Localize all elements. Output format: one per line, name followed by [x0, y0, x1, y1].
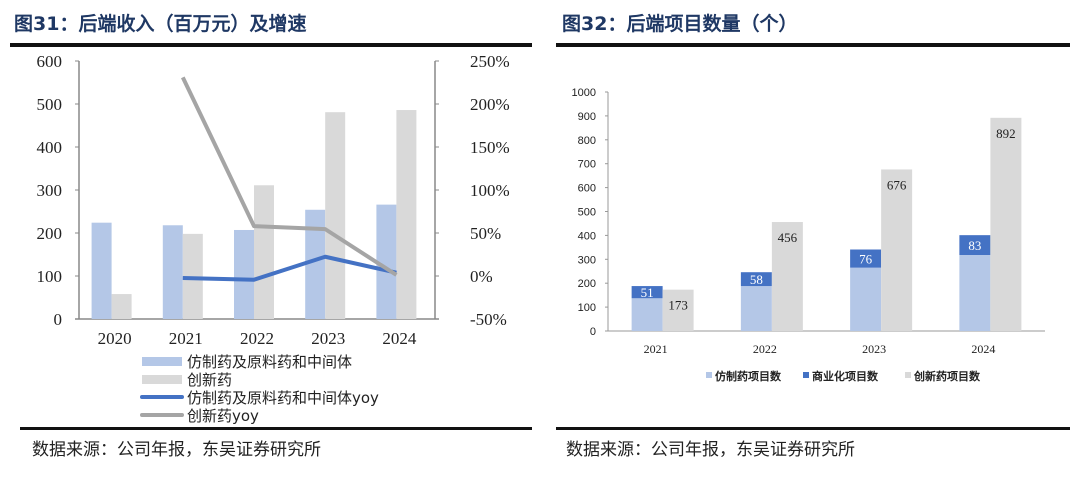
legend-swatch — [706, 372, 712, 378]
legend-label: 商业化项目数 — [812, 369, 879, 383]
data-label-innovative: 676 — [887, 177, 907, 192]
right-title-divider — [556, 43, 1070, 47]
y-tick-label: 400 — [578, 230, 596, 242]
data-label-commercial: 51 — [641, 285, 654, 300]
y-tick-label: 300 — [578, 254, 596, 266]
bar-generic-2024 — [376, 204, 397, 319]
data-label-commercial: 83 — [968, 238, 981, 253]
legend-swatch — [803, 372, 809, 378]
right-chart-title: 图32：后端项目数量（个） — [562, 13, 798, 35]
data-label-innovative: 173 — [668, 298, 688, 313]
legend-swatch — [142, 357, 182, 366]
right-tick-label: 250% — [470, 52, 510, 71]
bar-commercial-2022 — [740, 272, 772, 287]
x-tick-label: 2023 — [311, 329, 345, 348]
bar-generic-2023 — [850, 267, 882, 331]
bar-commercial-2021 — [631, 286, 663, 299]
data-label-innovative: 892 — [996, 126, 1016, 141]
y-tick-label: 200 — [578, 278, 596, 290]
legend-swatch — [905, 372, 911, 378]
left-tick-label: 500 — [37, 95, 63, 114]
bar-innovative-2021 — [662, 289, 694, 331]
data-label-innovative: 456 — [778, 230, 798, 245]
x-tick-label: 2022 — [240, 329, 274, 348]
right-tick-label: -50% — [470, 310, 507, 329]
bar-innovative-2023 — [325, 112, 346, 319]
right-source-divider — [556, 427, 1070, 430]
bar-generic-2021 — [162, 225, 183, 319]
bar-innovative-2023 — [881, 169, 913, 331]
y-tick-label: 1000 — [572, 87, 596, 99]
y-tick-label: 500 — [578, 207, 596, 219]
x-tick-label: 2021 — [644, 342, 668, 356]
x-tick-label: 2022 — [753, 342, 777, 356]
x-tick-label: 2024 — [971, 342, 995, 356]
bar-innovative-2024 — [396, 110, 417, 320]
bar-innovative-2022 — [771, 222, 803, 331]
y-tick-label: 800 — [578, 135, 596, 147]
legend-swatch — [142, 375, 182, 384]
bar-commercial-2023 — [850, 249, 882, 268]
right-tick-label: 50% — [470, 224, 501, 243]
bar-generic-2022 — [234, 229, 254, 319]
bar-innovative-2022 — [254, 185, 274, 319]
left-tick-label: 300 — [37, 181, 63, 200]
line-innovative-yoy — [180, 76, 398, 277]
legend-label: 创新药 — [187, 371, 232, 389]
legend-label: 创新药yoy — [187, 407, 259, 425]
left-tick-label: 0 — [54, 310, 63, 329]
legend-label: 仿制药及原料药和中间体yoy — [187, 389, 379, 407]
x-tick-label: 2023 — [862, 342, 886, 356]
x-tick-label: 2020 — [98, 329, 132, 348]
left-tick-label: 600 — [37, 52, 63, 71]
bar-innovative-2020 — [111, 294, 132, 319]
bar-commercial-2024 — [959, 235, 991, 255]
left-source-divider — [20, 427, 532, 430]
bar-generic-2024 — [959, 254, 991, 331]
left-tick-label: 400 — [37, 138, 63, 157]
data-label-commercial: 58 — [750, 272, 763, 287]
legend-label: 创新药项目数 — [913, 369, 981, 383]
left-tick-label: 100 — [37, 267, 63, 286]
right-source-note: 数据来源：公司年报，东吴证券研究所 — [566, 440, 855, 460]
bar-generic-2020 — [91, 222, 112, 319]
left-title-divider — [10, 43, 532, 47]
line-generic-yoy — [182, 254, 397, 282]
bar-generic-2021 — [631, 298, 663, 331]
data-label-commercial: 76 — [859, 252, 873, 267]
y-tick-label: 700 — [578, 159, 596, 171]
y-tick-label: 100 — [578, 302, 596, 314]
bar-generic-2023 — [305, 209, 326, 319]
right-tick-label: 0% — [470, 267, 493, 286]
left-tick-label: 200 — [37, 224, 63, 243]
right-tick-label: 200% — [470, 95, 510, 114]
right-tick-label: 150% — [470, 138, 510, 157]
legend-label: 仿制药项目数 — [715, 369, 782, 383]
left-source-note: 数据来源：公司年报，东吴证券研究所 — [32, 440, 321, 460]
x-tick-label: 2021 — [169, 329, 203, 348]
legend-label: 仿制药及原料药和中间体 — [187, 353, 352, 371]
y-tick-label: 900 — [578, 111, 596, 123]
right-tick-label: 100% — [470, 181, 510, 200]
y-tick-label: 600 — [578, 183, 596, 195]
x-tick-label: 2024 — [382, 329, 417, 348]
y-tick-label: 0 — [590, 326, 596, 338]
bar-generic-2022 — [740, 286, 772, 331]
left-chart-title: 图31：后端收入（百万元）及增速 — [14, 13, 307, 35]
bar-innovative-2024 — [990, 117, 1022, 331]
